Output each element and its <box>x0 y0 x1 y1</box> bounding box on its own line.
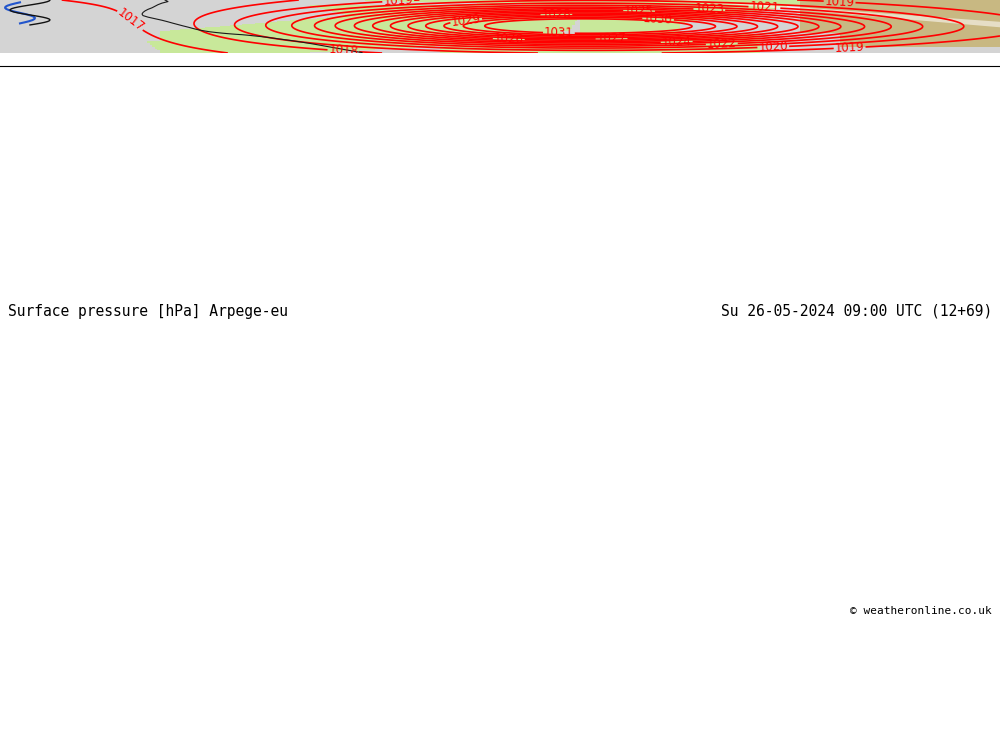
Text: Su 26-05-2024 09:00 UTC (12+69): Su 26-05-2024 09:00 UTC (12+69) <box>721 304 992 319</box>
Text: 1019: 1019 <box>834 40 865 55</box>
Text: 1020: 1020 <box>758 40 788 54</box>
Text: 1019: 1019 <box>824 0 855 9</box>
Text: © weatheronline.co.uk: © weatheronline.co.uk <box>850 605 992 616</box>
Text: 1024: 1024 <box>662 35 692 48</box>
Text: 1026: 1026 <box>494 32 524 46</box>
Text: 1022: 1022 <box>707 37 737 51</box>
Text: 1017: 1017 <box>114 6 146 34</box>
Text: 1029: 1029 <box>451 12 482 29</box>
Text: 1031: 1031 <box>544 26 574 40</box>
Text: 1019: 1019 <box>383 0 413 8</box>
Text: 1021: 1021 <box>749 0 780 15</box>
Polygon shape <box>635 0 1000 27</box>
Text: Surface pressure [hPa] Arpege-eu: Surface pressure [hPa] Arpege-eu <box>8 304 288 319</box>
Text: 1027: 1027 <box>597 32 627 45</box>
Text: 1028: 1028 <box>541 8 571 21</box>
Text: 1023: 1023 <box>694 2 724 17</box>
Text: 1018: 1018 <box>328 43 359 58</box>
Text: 1030: 1030 <box>643 12 673 26</box>
Text: 1025: 1025 <box>624 4 654 18</box>
